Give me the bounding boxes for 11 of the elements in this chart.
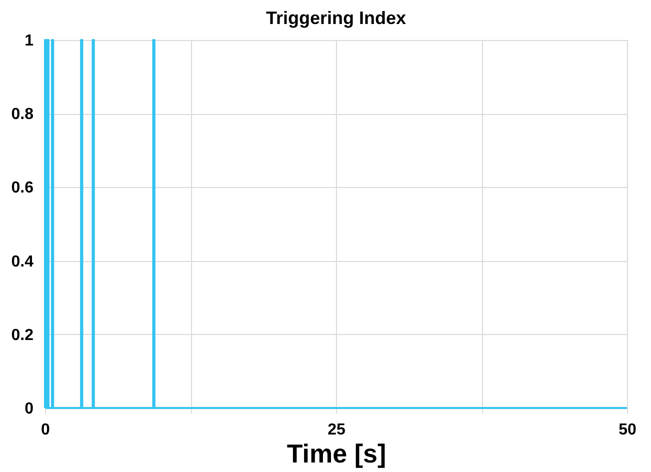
y-tick-label: 0	[24, 400, 34, 418]
chart-title: Triggering Index	[266, 8, 406, 28]
y-tick-label: 0.8	[11, 106, 34, 124]
x-tick-label: 25	[328, 422, 346, 438]
y-tick-label: 0.4	[11, 253, 34, 270]
y-tick-label: 1	[24, 32, 34, 50]
y-tick-label: 0.6	[11, 180, 34, 197]
x-axis-title: Time [s]	[286, 438, 386, 468]
x-tick-label: 0	[41, 422, 50, 438]
y-tick-label: 0.2	[11, 326, 34, 344]
x-tick-label: 50	[618, 422, 636, 438]
